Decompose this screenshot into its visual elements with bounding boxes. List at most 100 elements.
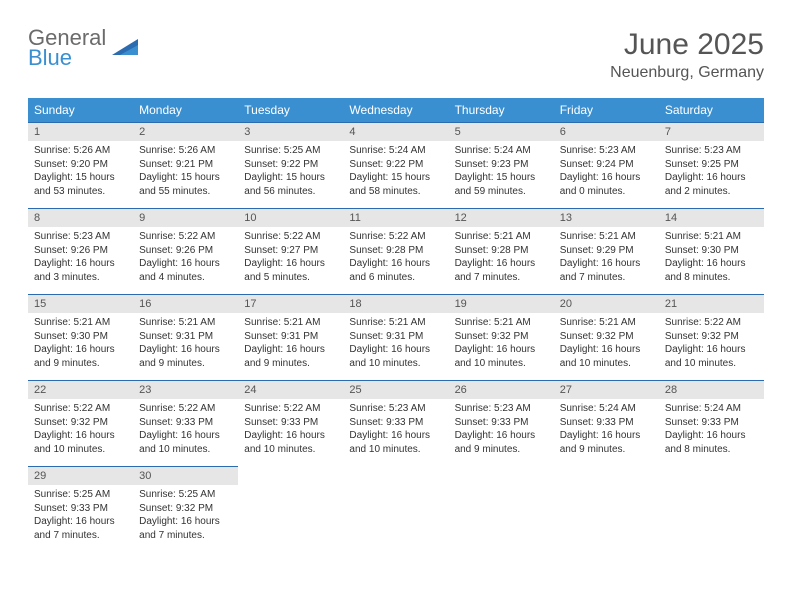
empty-cell xyxy=(659,485,764,552)
daylight-text: Daylight: 16 hours and 9 minutes. xyxy=(560,429,653,456)
sunset-text: Sunset: 9:32 PM xyxy=(665,330,758,344)
daylight-text: Daylight: 16 hours and 7 minutes. xyxy=(34,515,127,542)
sunset-text: Sunset: 9:33 PM xyxy=(139,416,232,430)
sunrise-text: Sunrise: 5:22 AM xyxy=(139,402,232,416)
day-number: 22 xyxy=(28,381,133,400)
sunset-text: Sunset: 9:28 PM xyxy=(455,244,548,258)
sunset-text: Sunset: 9:31 PM xyxy=(139,330,232,344)
brand-line2: Blue xyxy=(28,45,72,70)
day-detail: Sunrise: 5:25 AMSunset: 9:22 PMDaylight:… xyxy=(238,141,343,209)
sunrise-text: Sunrise: 5:23 AM xyxy=(34,230,127,244)
sunrise-text: Sunrise: 5:22 AM xyxy=(665,316,758,330)
brand-text: General Blue xyxy=(28,28,106,68)
day-number: 4 xyxy=(343,123,448,142)
brand-triangle-icon xyxy=(112,35,138,60)
day-detail-row: Sunrise: 5:26 AMSunset: 9:20 PMDaylight:… xyxy=(28,141,764,209)
daylight-text: Daylight: 16 hours and 0 minutes. xyxy=(560,171,653,198)
day-detail-row: Sunrise: 5:23 AMSunset: 9:26 PMDaylight:… xyxy=(28,227,764,295)
daylight-text: Daylight: 16 hours and 7 minutes. xyxy=(139,515,232,542)
weekday-header: Friday xyxy=(554,98,659,123)
sunset-text: Sunset: 9:28 PM xyxy=(349,244,442,258)
daylight-text: Daylight: 16 hours and 8 minutes. xyxy=(665,429,758,456)
sunrise-text: Sunrise: 5:24 AM xyxy=(560,402,653,416)
day-number: 27 xyxy=(554,381,659,400)
day-number: 19 xyxy=(449,295,554,314)
weekday-header: Thursday xyxy=(449,98,554,123)
sunrise-text: Sunrise: 5:22 AM xyxy=(244,230,337,244)
day-detail: Sunrise: 5:25 AMSunset: 9:32 PMDaylight:… xyxy=(133,485,238,552)
empty-cell xyxy=(659,467,764,486)
day-detail: Sunrise: 5:21 AMSunset: 9:30 PMDaylight:… xyxy=(659,227,764,295)
day-number-row: 15161718192021 xyxy=(28,295,764,314)
sunset-text: Sunset: 9:33 PM xyxy=(665,416,758,430)
day-number: 15 xyxy=(28,295,133,314)
day-detail: Sunrise: 5:23 AMSunset: 9:33 PMDaylight:… xyxy=(449,399,554,467)
sunset-text: Sunset: 9:33 PM xyxy=(455,416,548,430)
sunset-text: Sunset: 9:24 PM xyxy=(560,158,653,172)
sunrise-text: Sunrise: 5:23 AM xyxy=(455,402,548,416)
weekday-header-row: Sunday Monday Tuesday Wednesday Thursday… xyxy=(28,98,764,123)
daylight-text: Daylight: 15 hours and 59 minutes. xyxy=(455,171,548,198)
sunset-text: Sunset: 9:25 PM xyxy=(665,158,758,172)
daylight-text: Daylight: 16 hours and 10 minutes. xyxy=(139,429,232,456)
brand-logo: General Blue xyxy=(28,28,138,68)
sunset-text: Sunset: 9:30 PM xyxy=(34,330,127,344)
sunrise-text: Sunrise: 5:24 AM xyxy=(349,144,442,158)
day-detail: Sunrise: 5:22 AMSunset: 9:28 PMDaylight:… xyxy=(343,227,448,295)
day-detail: Sunrise: 5:23 AMSunset: 9:24 PMDaylight:… xyxy=(554,141,659,209)
day-number: 29 xyxy=(28,467,133,486)
day-number: 25 xyxy=(343,381,448,400)
sunrise-text: Sunrise: 5:21 AM xyxy=(34,316,127,330)
sunrise-text: Sunrise: 5:21 AM xyxy=(560,316,653,330)
sunrise-text: Sunrise: 5:26 AM xyxy=(34,144,127,158)
empty-cell xyxy=(343,485,448,552)
day-number: 13 xyxy=(554,209,659,228)
day-detail: Sunrise: 5:21 AMSunset: 9:31 PMDaylight:… xyxy=(343,313,448,381)
daylight-text: Daylight: 16 hours and 2 minutes. xyxy=(665,171,758,198)
daylight-text: Daylight: 16 hours and 10 minutes. xyxy=(244,429,337,456)
title-block: June 2025 Neuenburg, Germany xyxy=(610,28,764,82)
day-number: 6 xyxy=(554,123,659,142)
sunrise-text: Sunrise: 5:24 AM xyxy=(455,144,548,158)
sunrise-text: Sunrise: 5:21 AM xyxy=(139,316,232,330)
day-detail: Sunrise: 5:24 AMSunset: 9:33 PMDaylight:… xyxy=(554,399,659,467)
day-number: 21 xyxy=(659,295,764,314)
sunset-text: Sunset: 9:22 PM xyxy=(349,158,442,172)
daylight-text: Daylight: 15 hours and 55 minutes. xyxy=(139,171,232,198)
day-number: 3 xyxy=(238,123,343,142)
sunset-text: Sunset: 9:27 PM xyxy=(244,244,337,258)
day-number: 12 xyxy=(449,209,554,228)
day-number: 1 xyxy=(28,123,133,142)
day-number: 24 xyxy=(238,381,343,400)
empty-cell xyxy=(554,467,659,486)
day-detail: Sunrise: 5:23 AMSunset: 9:33 PMDaylight:… xyxy=(343,399,448,467)
sunset-text: Sunset: 9:32 PM xyxy=(455,330,548,344)
sunrise-text: Sunrise: 5:21 AM xyxy=(665,230,758,244)
day-detail: Sunrise: 5:22 AMSunset: 9:33 PMDaylight:… xyxy=(133,399,238,467)
daylight-text: Daylight: 16 hours and 10 minutes. xyxy=(349,343,442,370)
day-number-row: 891011121314 xyxy=(28,209,764,228)
day-number-row: 2930 xyxy=(28,467,764,486)
day-number: 18 xyxy=(343,295,448,314)
empty-cell xyxy=(449,467,554,486)
day-detail: Sunrise: 5:26 AMSunset: 9:21 PMDaylight:… xyxy=(133,141,238,209)
sunrise-text: Sunrise: 5:21 AM xyxy=(455,316,548,330)
sunset-text: Sunset: 9:33 PM xyxy=(560,416,653,430)
day-detail: Sunrise: 5:22 AMSunset: 9:26 PMDaylight:… xyxy=(133,227,238,295)
daylight-text: Daylight: 16 hours and 6 minutes. xyxy=(349,257,442,284)
sunrise-text: Sunrise: 5:25 AM xyxy=(139,488,232,502)
sunrise-text: Sunrise: 5:21 AM xyxy=(560,230,653,244)
day-detail: Sunrise: 5:26 AMSunset: 9:20 PMDaylight:… xyxy=(28,141,133,209)
weekday-header: Tuesday xyxy=(238,98,343,123)
daylight-text: Daylight: 16 hours and 10 minutes. xyxy=(34,429,127,456)
day-number: 9 xyxy=(133,209,238,228)
daylight-text: Daylight: 16 hours and 4 minutes. xyxy=(139,257,232,284)
daylight-text: Daylight: 16 hours and 9 minutes. xyxy=(455,429,548,456)
sunset-text: Sunset: 9:32 PM xyxy=(560,330,653,344)
day-number: 28 xyxy=(659,381,764,400)
sunrise-text: Sunrise: 5:22 AM xyxy=(244,402,337,416)
day-number: 23 xyxy=(133,381,238,400)
empty-cell xyxy=(343,467,448,486)
sunrise-text: Sunrise: 5:22 AM xyxy=(34,402,127,416)
day-detail: Sunrise: 5:25 AMSunset: 9:33 PMDaylight:… xyxy=(28,485,133,552)
